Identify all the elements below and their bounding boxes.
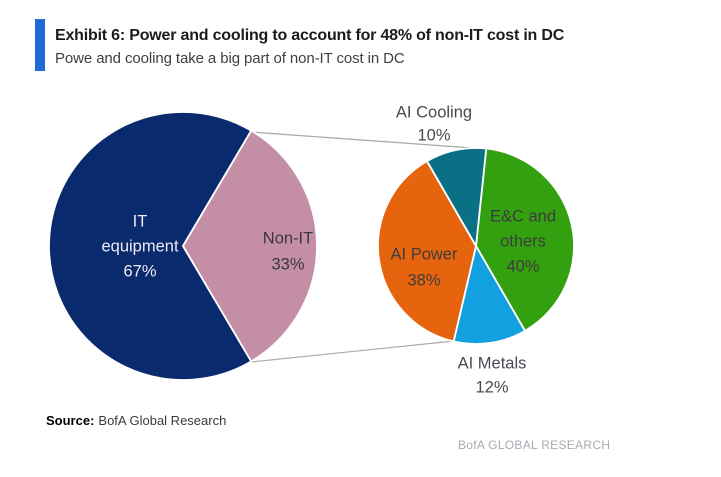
pie-label-ai-cooling: AI Cooling [396, 103, 472, 121]
source-text: BofA Global Research [98, 413, 227, 428]
pie-label-ai-power: AI Power [391, 245, 458, 263]
brand-watermark: BofA GLOBAL RESEARCH [458, 438, 611, 452]
pie-label-non-it: 33% [271, 255, 304, 273]
pie-label-non-it: Non-IT [263, 229, 313, 247]
pie-slice-it-equipment [48, 111, 253, 381]
pie-slice-ai-metals [452, 245, 526, 345]
pie-label-ai-metals: AI Metals [458, 354, 527, 372]
pie-label-ai-metals: 12% [475, 378, 508, 396]
pie-label-it-equipment: 67% [123, 262, 156, 280]
pie-slice-e-c-and-others [475, 147, 575, 332]
pie-label-it-equipment: IT [133, 212, 148, 230]
source-label: Source: [46, 413, 95, 428]
pie-label-ai-cooling: 10% [417, 126, 450, 144]
exhibit-title: Exhibit 6: Power and cooling to account … [55, 27, 565, 44]
pie-slice-ai-cooling [426, 147, 488, 247]
source-line: Source: BofA Global Research [46, 413, 226, 428]
pie-label-e-c-and-others: 40% [506, 257, 539, 275]
exhibit-subtitle: Powe and cooling take a big part of non-… [55, 50, 405, 67]
exhibit-accent-bar [35, 19, 45, 71]
pie-label-e-c-and-others: others [500, 232, 546, 250]
pie-label-ai-power: 38% [407, 271, 440, 289]
pie-slice-non-it [182, 129, 318, 363]
pie-label-e-c-and-others: E&C and [490, 207, 556, 225]
connector-line [250, 340, 455, 363]
connector-line [250, 131, 487, 150]
pie-label-it-equipment: equipment [101, 237, 178, 255]
pie-slice-ai-power [377, 160, 477, 343]
